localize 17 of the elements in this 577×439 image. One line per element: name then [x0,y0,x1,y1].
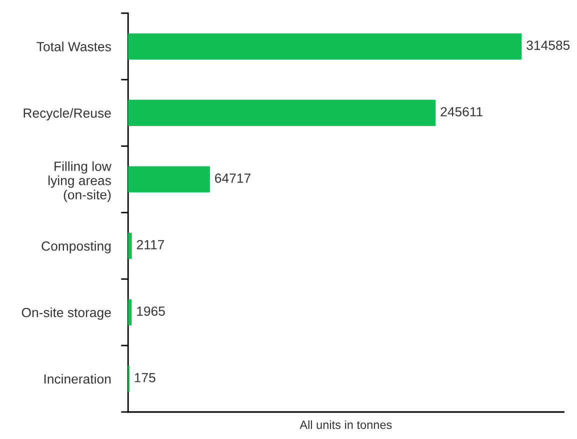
y-tick-label: On-site storage [22,308,111,320]
x-axis-title: All units in tonnes [300,420,392,430]
data-label: 245611 [440,107,482,116]
data-label: 314585 [526,40,570,50]
data-label: 175 [134,373,156,382]
bar [128,232,132,259]
data-label: 64717 [215,174,250,183]
data-label: 1965 [137,306,165,316]
y-tick-label: Incineration [44,374,111,384]
y-tick-label: Composting [42,241,111,254]
bar [128,33,522,60]
y-tick-label: Total Wastes [36,42,111,52]
bar [128,100,436,126]
y-tick-label: Recycle/Reuse [24,108,111,120]
data-label: 2117 [136,240,164,250]
bar [128,166,210,192]
y-tick-label: Filling low lying areas (on-site) [48,161,112,202]
